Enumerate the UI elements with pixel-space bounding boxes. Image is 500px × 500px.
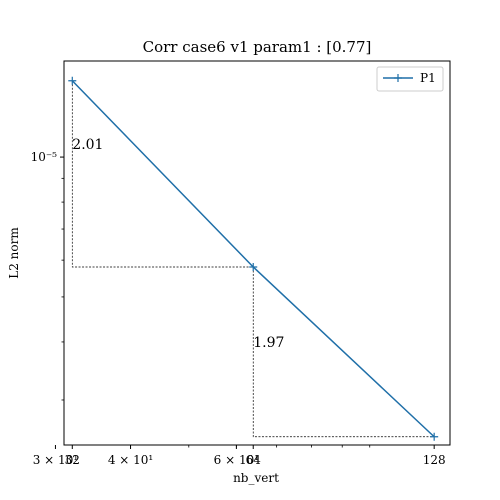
legend: P1 xyxy=(376,66,444,92)
x-tick-label: 128 xyxy=(423,453,446,467)
y-tick-label: 10⁻⁵ xyxy=(31,150,58,164)
slope-triangle-1 xyxy=(71,80,254,268)
data-point xyxy=(68,76,77,85)
legend-box xyxy=(376,66,444,92)
x-tick-label: 32 xyxy=(65,453,80,467)
x-axis-label: nb_vert xyxy=(233,471,279,485)
axes-frame xyxy=(63,60,451,446)
chart-title: Corr case6 v1 param1 : [0.77] xyxy=(143,38,372,56)
x-tick-label: 64 xyxy=(246,453,262,467)
x-tick-label: 6 × 10¹ xyxy=(214,453,259,467)
legend-label: P1 xyxy=(420,71,436,85)
x-tick-label: 4 × 10¹ xyxy=(108,453,153,467)
slope-label-2: 1.97 xyxy=(253,335,284,351)
data-point xyxy=(249,262,258,271)
data-point xyxy=(430,432,439,441)
legend-marker xyxy=(394,74,402,82)
slope-label-1: 2.01 xyxy=(72,137,103,153)
slope-triangle-2 xyxy=(252,266,435,438)
x-tick-label: 3 × 10¹ xyxy=(33,453,78,467)
y-axis-label: L2 norm xyxy=(7,227,21,279)
